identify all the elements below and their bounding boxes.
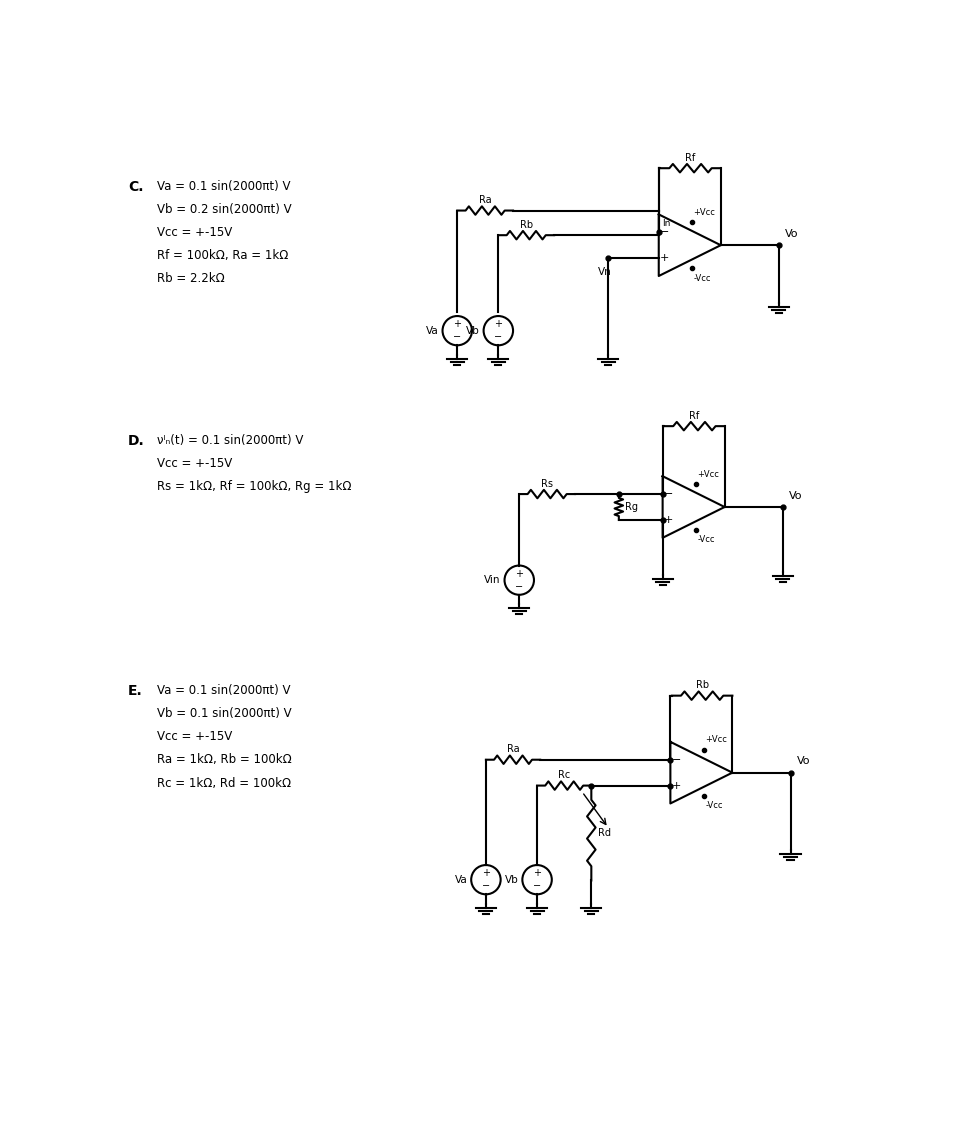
Text: +: + — [481, 868, 490, 878]
Text: −: − — [672, 755, 681, 765]
Text: Rs: Rs — [541, 479, 554, 489]
Text: Vcc = +-15V: Vcc = +-15V — [158, 731, 233, 743]
Text: Rb: Rb — [696, 680, 708, 690]
Text: +: + — [672, 781, 681, 790]
Text: −: − — [494, 332, 503, 342]
Text: Vb = 0.2 sin(2000πt) V: Vb = 0.2 sin(2000πt) V — [158, 203, 292, 216]
Text: −: − — [533, 882, 541, 891]
Text: -Vcc: -Vcc — [698, 536, 715, 545]
Text: In: In — [663, 220, 671, 228]
Text: -Vcc: -Vcc — [705, 802, 723, 811]
Text: Rf: Rf — [689, 411, 700, 420]
Text: +: + — [515, 569, 523, 578]
Text: Rb: Rb — [520, 220, 532, 230]
Text: Va = 0.1 sin(2000πt) V: Va = 0.1 sin(2000πt) V — [158, 684, 291, 697]
Text: Va: Va — [426, 325, 438, 335]
Text: C.: C. — [128, 180, 143, 194]
Text: −: − — [515, 582, 524, 592]
Text: −: − — [481, 882, 490, 891]
Text: Va = 0.1 sin(2000πt) V: Va = 0.1 sin(2000πt) V — [158, 180, 291, 192]
Text: D.: D. — [128, 434, 144, 448]
Text: Ra: Ra — [479, 195, 491, 205]
Text: +Vcc: +Vcc — [705, 735, 727, 744]
Text: +: + — [533, 868, 541, 878]
Text: Rd: Rd — [598, 828, 610, 838]
Text: Rc: Rc — [558, 771, 570, 780]
Text: +: + — [454, 319, 461, 329]
Text: Vb: Vb — [505, 875, 519, 885]
Text: Vb = 0.1 sin(2000πt) V: Vb = 0.1 sin(2000πt) V — [158, 708, 292, 720]
Text: -Vcc: -Vcc — [694, 274, 711, 283]
Text: Va: Va — [455, 875, 467, 885]
Text: Vb: Vb — [466, 325, 480, 335]
Text: Ra: Ra — [506, 744, 519, 755]
Text: +Vcc: +Vcc — [694, 207, 716, 216]
Text: +: + — [660, 253, 670, 263]
Text: Rf = 100kΩ, Ra = 1kΩ: Rf = 100kΩ, Ra = 1kΩ — [158, 250, 288, 262]
Text: Vcc = +-15V: Vcc = +-15V — [158, 226, 233, 239]
Text: +Vcc: +Vcc — [698, 469, 720, 479]
Text: Rf: Rf — [685, 152, 696, 163]
Text: νᴵₙ(t) = 0.1 sin(2000πt) V: νᴵₙ(t) = 0.1 sin(2000πt) V — [158, 434, 304, 447]
Text: −: − — [454, 332, 461, 342]
Text: Vo: Vo — [785, 229, 799, 239]
Text: E.: E. — [128, 684, 142, 698]
Text: Vo: Vo — [789, 491, 802, 500]
Text: Vin: Vin — [484, 575, 501, 585]
Text: −: − — [664, 489, 674, 499]
Text: Rc = 1kΩ, Rd = 100kΩ: Rc = 1kΩ, Rd = 100kΩ — [158, 776, 291, 790]
Text: Vcc = +-15V: Vcc = +-15V — [158, 457, 233, 469]
Text: Ra = 1kΩ, Rb = 100kΩ: Ra = 1kΩ, Rb = 100kΩ — [158, 753, 292, 766]
Text: Rs = 1kΩ, Rf = 100kΩ, Rg = 1kΩ: Rs = 1kΩ, Rf = 100kΩ, Rg = 1kΩ — [158, 480, 352, 493]
Text: +: + — [664, 515, 674, 524]
Text: Vo: Vo — [797, 757, 810, 766]
Text: −: − — [660, 227, 670, 237]
Text: +: + — [494, 319, 503, 329]
Text: Vn: Vn — [598, 268, 611, 277]
Text: Rb = 2.2kΩ: Rb = 2.2kΩ — [158, 273, 225, 285]
Text: Rg: Rg — [625, 502, 638, 512]
